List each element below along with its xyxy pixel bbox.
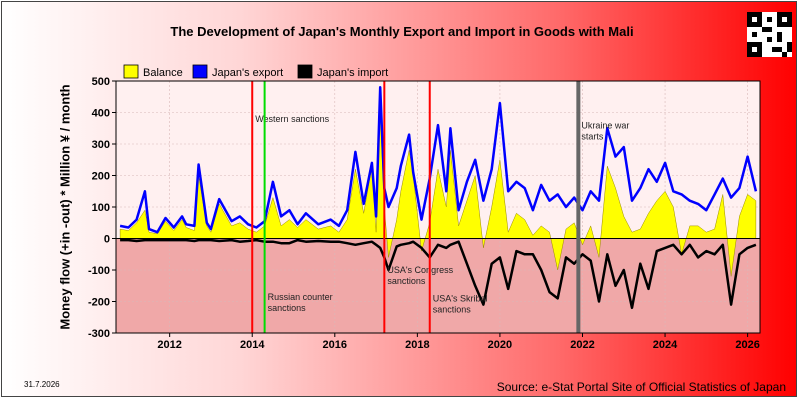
x-tick-label-6: 2024 <box>653 339 678 351</box>
x-tick-label-7: 2026 <box>735 339 759 351</box>
x-tick-label-1: 2014 <box>240 339 265 351</box>
chart-title: The Development of Japan's Monthly Expor… <box>170 24 634 39</box>
y-tick-label-1: -200 <box>88 297 110 309</box>
annotation-label-4: Ukraine war starts <box>581 120 629 141</box>
legend-item-0: Balance <box>123 64 183 79</box>
annotation-label-1: Russian counter sanctions <box>268 292 333 313</box>
series-export-line <box>119 86 758 234</box>
qr-code <box>747 12 792 57</box>
series-import-line <box>120 238 757 310</box>
y-tick-label-4: 100 <box>92 202 110 214</box>
annotation-label-0: Western sanctions <box>255 114 329 124</box>
svg-text:Japan's export: Japan's export <box>212 67 283 79</box>
y-tick-label-3: 0 <box>104 234 110 246</box>
svg-text:Balance: Balance <box>143 67 183 79</box>
date-stamp: 31.7.2026 <box>24 380 60 389</box>
annotation-label-3: USA's Skribal sanctions <box>433 294 488 315</box>
x-tick-label-4: 2020 <box>488 339 512 351</box>
annotation-label-2: USA's Congress sanctions <box>387 265 453 286</box>
legend: Balance Japan's export Japan's import <box>123 64 388 79</box>
svg-text:Japan's import: Japan's import <box>317 67 388 79</box>
x-tick-label-5: 2022 <box>570 339 594 351</box>
y-tick-label-0: -300 <box>88 328 110 340</box>
legend-item-1: Japan's export <box>192 64 283 79</box>
y-tick-label-8: 500 <box>92 76 110 88</box>
x-tick-label-0: 2012 <box>157 339 181 351</box>
y-tick-label-5: 200 <box>92 171 110 183</box>
y-tick-label-7: 400 <box>92 108 110 120</box>
x-tick-label-2: 2016 <box>323 339 347 351</box>
x-tick-label-3: 2018 <box>405 339 429 351</box>
y-tick-label-2: -100 <box>88 265 110 277</box>
legend-item-2: Japan's import <box>297 64 388 79</box>
source-note: Source: e-Stat Portal Site of Official S… <box>496 380 786 394</box>
y-tick-label-6: 300 <box>92 139 110 151</box>
